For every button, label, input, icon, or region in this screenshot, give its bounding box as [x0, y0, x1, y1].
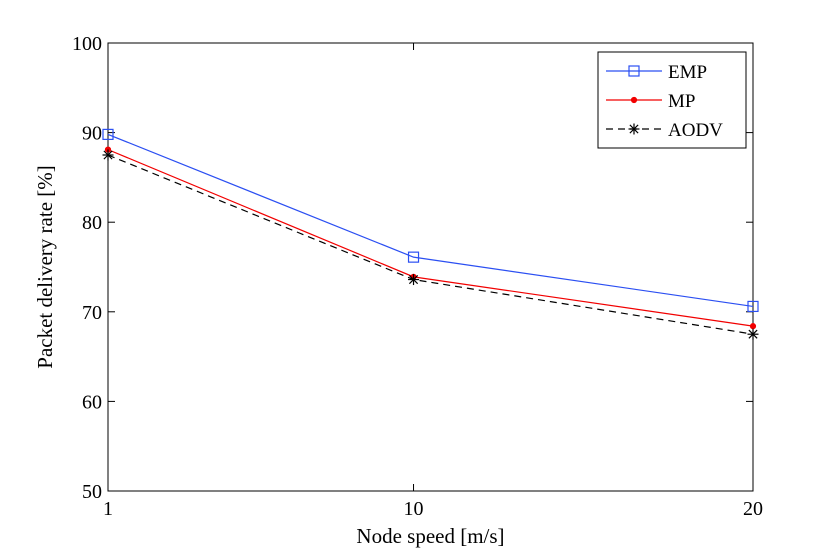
x-axis: 1 10 20	[103, 43, 763, 520]
data-point-aodv	[747, 328, 759, 340]
y-tick-label: 70	[82, 302, 102, 324]
series-layer	[102, 128, 759, 340]
x-axis-label: Node speed [m/s]	[356, 524, 504, 548]
legend-marker-mp	[630, 96, 638, 104]
legend-label-aodv: AODV	[668, 120, 723, 141]
y-axis: 50 60 70 80 90 100	[72, 33, 753, 503]
y-tick-label: 100	[72, 33, 102, 55]
legend-label-mp: MP	[668, 91, 695, 112]
series-aodv	[102, 149, 759, 340]
series-mp	[104, 146, 757, 330]
asterisk-stroke	[103, 150, 113, 160]
y-axis-label: Packet delivery rate [%]	[33, 165, 57, 368]
y-tick-label: 50	[82, 481, 102, 503]
data-point-emp	[407, 251, 420, 263]
data-point-aodv	[102, 149, 114, 161]
y-tick-label: 80	[82, 212, 102, 234]
y-tick-label: 60	[82, 391, 102, 413]
x-tick-label: 10	[404, 498, 424, 520]
plot-border	[107, 42, 754, 492]
series-line-mp	[107, 149, 754, 327]
series-line-emp	[107, 133, 754, 308]
data-point-emp	[747, 300, 759, 313]
plot-frame	[107, 42, 754, 492]
legend-marker-emp	[628, 65, 640, 77]
series-line-aodv	[107, 154, 754, 335]
legend-label-emp: EMP	[668, 62, 707, 83]
legend-entry-emp: EMP	[606, 62, 707, 83]
legend: EMP MP AODV	[597, 51, 747, 149]
data-point-emp	[102, 128, 114, 140]
legend-entry-mp: MP	[606, 91, 695, 112]
legend-entry-aodv: AODV	[606, 120, 723, 141]
data-point-mp	[749, 323, 757, 330]
y-tick-label: 90	[82, 123, 102, 145]
asterisk-stroke	[629, 124, 639, 134]
asterisk-stroke	[748, 329, 758, 339]
data-point-aodv	[408, 274, 420, 286]
legend-marker-aodv	[628, 123, 640, 135]
x-tick-label: 1	[103, 498, 113, 520]
asterisk-stroke	[408, 274, 419, 285]
series-emp	[102, 128, 759, 313]
x-tick-label: 20	[743, 498, 763, 520]
